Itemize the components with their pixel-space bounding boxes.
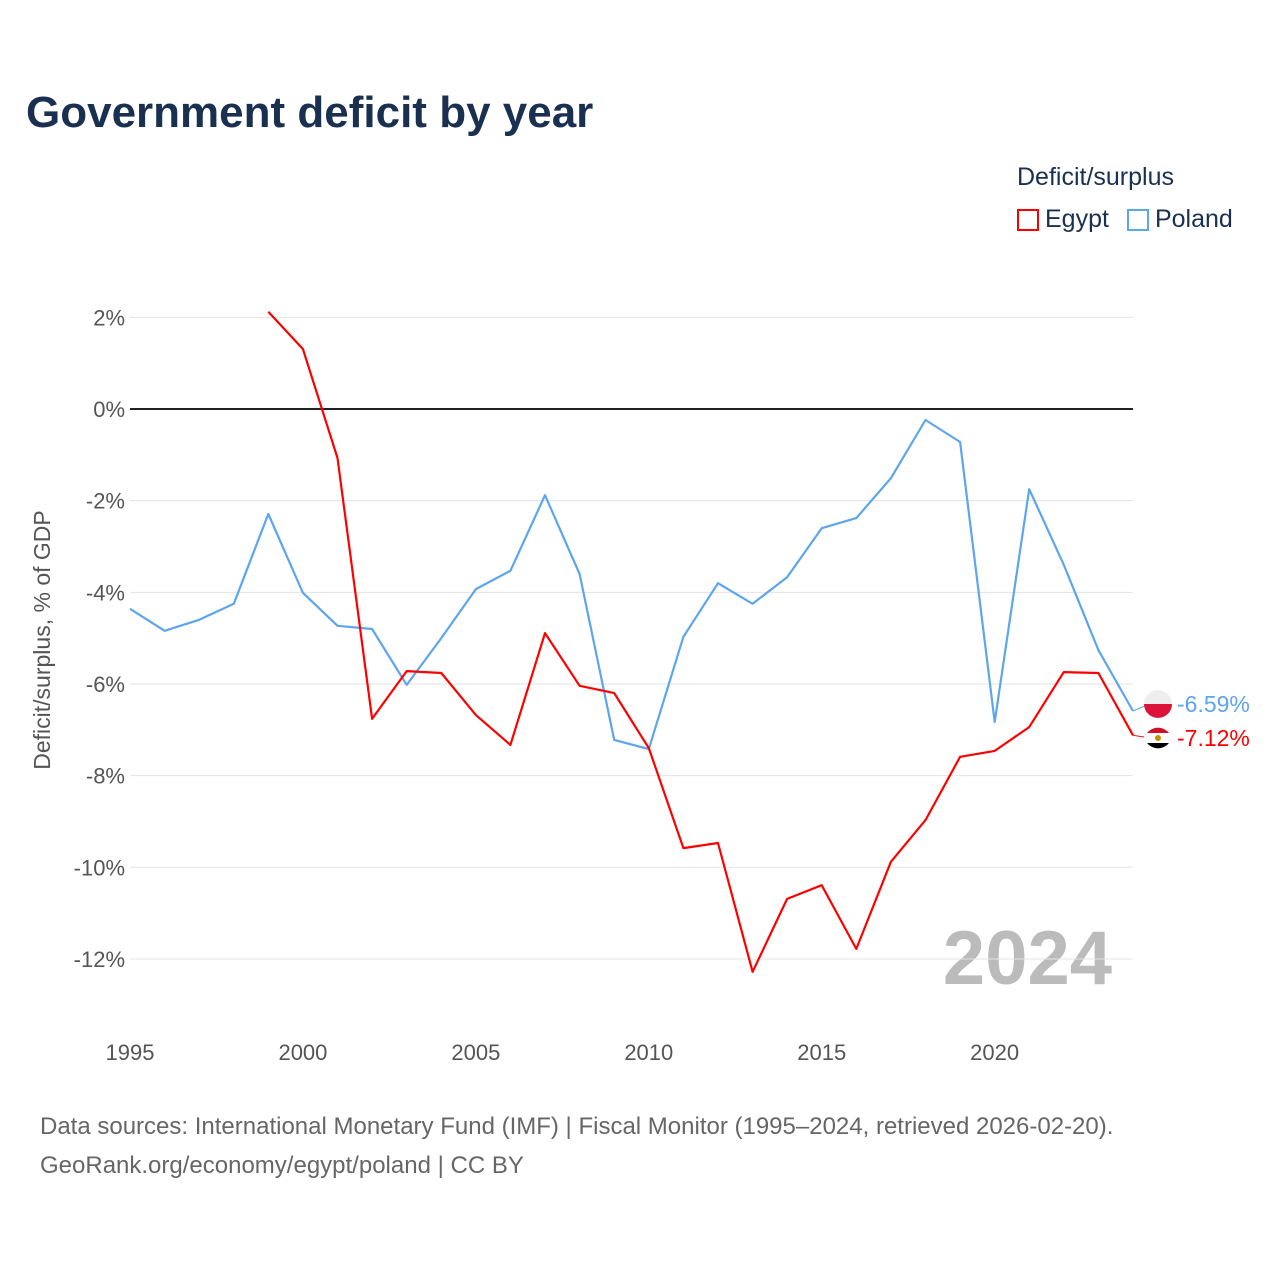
legend-item-poland[interactable]: Poland	[1126, 205, 1233, 234]
chart-title: Government deficit by year	[26, 88, 594, 137]
poland-flag-icon-bottom	[1144, 704, 1172, 718]
end-label-poland: -6.59%	[1177, 691, 1250, 717]
legend-label-poland: Poland	[1154, 205, 1233, 233]
y-tick-label: -10%	[74, 855, 125, 880]
y-tick-label: 0%	[93, 397, 125, 422]
egypt-flag-icon-eagle	[1155, 735, 1161, 741]
end-label-egypt: -7.12%	[1177, 725, 1250, 751]
x-tick-label: 2000	[278, 1040, 327, 1065]
footer-sources: Data sources: International Monetary Fun…	[40, 1113, 1114, 1140]
x-tick-label: 2005	[451, 1040, 500, 1065]
poland-flag-icon-top	[1144, 690, 1172, 704]
legend-swatch-poland	[1126, 208, 1149, 231]
x-tick-label: 2015	[797, 1040, 846, 1065]
x-tick-label: 2020	[970, 1040, 1019, 1065]
y-tick-label: -2%	[86, 489, 125, 514]
legend-title: Deficit/surplus	[1017, 163, 1174, 191]
y-axis-label: Deficit/surplus, % of GDP	[29, 510, 55, 769]
egypt-flag-icon-red	[1147, 727, 1169, 733]
series-line-egypt	[267, 311, 1134, 973]
y-tick-label: 2%	[93, 305, 125, 330]
y-tick-label: -12%	[74, 947, 125, 972]
egypt-flag-icon-black	[1147, 743, 1169, 749]
x-tick-label: 1995	[106, 1040, 155, 1065]
legend-item-egypt[interactable]: Egypt	[1017, 205, 1109, 234]
y-tick-label: -4%	[86, 580, 125, 605]
y-tick-label: -8%	[86, 764, 125, 789]
footer: Data sources: International Monetary Fun…	[40, 1107, 1113, 1185]
series-line-poland	[129, 418, 1134, 751]
footer-link[interactable]: GeoRank.org/economy/egypt/poland | CC BY	[40, 1152, 524, 1179]
x-tick-label: 2010	[624, 1040, 673, 1065]
y-tick-label: -6%	[86, 672, 125, 697]
legend: Egypt Poland	[1017, 205, 1233, 234]
legend-label-egypt: Egypt	[1045, 205, 1109, 233]
legend-swatch-egypt	[1017, 208, 1039, 231]
